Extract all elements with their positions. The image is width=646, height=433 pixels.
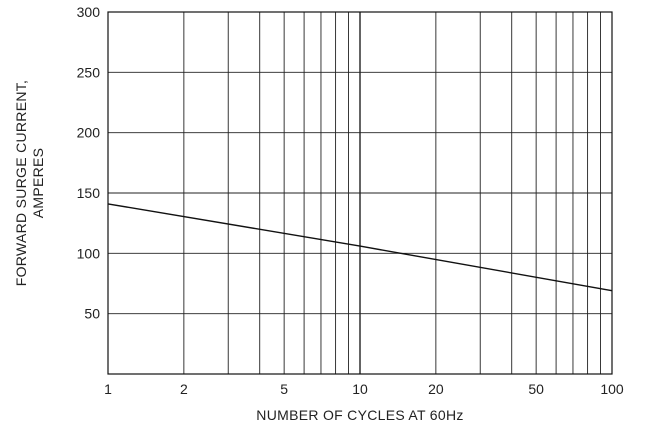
x-tick-label: 1 bbox=[104, 381, 112, 397]
x-tick-label: 10 bbox=[352, 381, 368, 397]
plot-frame bbox=[107, 11, 613, 375]
x-tick-label: 2 bbox=[180, 381, 188, 397]
y-axis-title: FORWARD SURGE CURRENT, AMPERES bbox=[13, 80, 46, 287]
y-tick-label: 250 bbox=[77, 64, 101, 80]
x-axis-title: NUMBER OF CYCLES AT 60Hz bbox=[256, 407, 463, 423]
y-tick-label: 200 bbox=[77, 125, 101, 141]
y-axis-title-line-1: FORWARD SURGE CURRENT, bbox=[13, 80, 29, 287]
y-tick-labels: 50 100 150 200 250 300 bbox=[77, 4, 101, 322]
series-line bbox=[107, 203, 613, 292]
grid bbox=[108, 12, 612, 374]
y-tick-label: 100 bbox=[77, 245, 101, 261]
y-axis-title-line-2: AMPERES bbox=[30, 148, 46, 219]
series-layer bbox=[107, 203, 613, 292]
x-tick-label: 5 bbox=[280, 381, 288, 397]
x-tick-label: 20 bbox=[428, 381, 444, 397]
y-tick-label: 300 bbox=[77, 4, 101, 20]
y-tick-label: 150 bbox=[77, 185, 101, 201]
x-tick-label: 50 bbox=[528, 381, 544, 397]
y-tick-label: 50 bbox=[84, 306, 100, 322]
x-tick-label: 100 bbox=[600, 381, 624, 397]
x-tick-labels: 1 2 5 10 20 50 100 bbox=[104, 381, 624, 397]
